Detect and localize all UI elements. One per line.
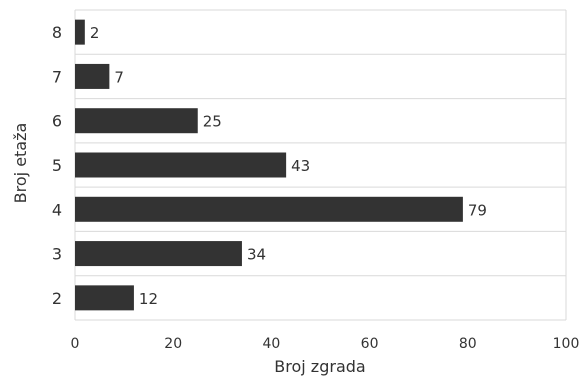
bar [75, 108, 198, 134]
bar [75, 196, 463, 222]
x-tick-labels: 0 20 40 60 80 100 [71, 336, 580, 352]
y-tick-label: 6 [52, 112, 62, 131]
y-tick-label: 4 [52, 200, 62, 219]
x-tick-label: 20 [164, 336, 182, 352]
x-axis-title: Broj zgrada [274, 357, 365, 376]
data-label: 12 [139, 290, 158, 308]
y-tick-label: 8 [52, 23, 62, 42]
data-label: 34 [247, 246, 266, 264]
data-label: 25 [203, 113, 222, 131]
data-label: 7 [114, 68, 124, 86]
grid-lines [74, 9, 567, 321]
bar [75, 241, 242, 267]
x-tick-label: 100 [553, 336, 580, 352]
y-axis-title: Broj etaža [11, 123, 30, 204]
x-tick-label: 0 [71, 336, 80, 352]
x-tick-label: 60 [361, 336, 379, 352]
bar [75, 19, 85, 45]
y-tick-label: 7 [52, 67, 62, 86]
bar [75, 285, 134, 311]
y-tick-label: 3 [52, 245, 62, 264]
data-label: 2 [90, 24, 100, 42]
data-label: 79 [468, 201, 487, 219]
y-tick-label: 5 [52, 156, 62, 175]
y-tick-label: 2 [52, 289, 62, 308]
bars: 12 34 79 43 25 7 2 [75, 19, 487, 311]
data-label: 43 [291, 157, 310, 175]
x-tick-label: 40 [262, 336, 280, 352]
y-tick-labels: 2 3 4 5 6 7 8 [52, 23, 62, 308]
bar [75, 63, 110, 89]
bar [75, 152, 287, 178]
x-tick-label: 80 [459, 336, 477, 352]
